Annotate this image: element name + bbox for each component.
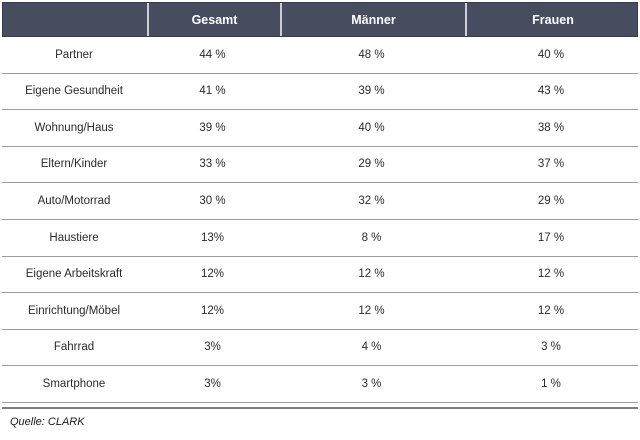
row-label: Einrichtung/Möbel (27, 304, 121, 317)
table-row: Haustiere 13% 8 % 17 % (2, 220, 638, 257)
row-label: Haustiere (49, 231, 99, 244)
source-caption: Quelle: CLARK (10, 415, 85, 428)
column-header-frauen: Frauen (465, 3, 639, 36)
cell-frauen: 3 % (541, 341, 561, 354)
row-label: Eltern/Kinder (40, 158, 108, 171)
cell-frauen: 40 % (537, 48, 565, 61)
table-row: Wohnung/Haus 39 % 40 % 38 % (2, 110, 638, 147)
cell-maenner: 8 % (361, 231, 382, 244)
cell-frauen: 29 % (537, 194, 565, 207)
table-row: Eltern/Kinder 33 % 29 % 37 % (2, 147, 638, 184)
cell-maenner: 48 % (358, 48, 385, 61)
table-row: Eigene Arbeitskraft 12% 12 % 12 % (2, 257, 638, 294)
cell-gesamt: 3% (204, 377, 221, 390)
table-bottom-rule (2, 406, 638, 409)
cell-maenner: 4 % (361, 341, 382, 354)
cell-gesamt: 30 % (199, 194, 226, 207)
table-row: Fahrrad 3% 4 % 3 % (2, 330, 638, 367)
column-header-maenner: Männer (280, 3, 465, 36)
cell-gesamt: 12% (200, 268, 225, 281)
cell-gesamt: 44 % (199, 48, 226, 61)
table-row: Einrichtung/Möbel 12% 12 % 12 % (2, 293, 638, 330)
cell-frauen: 38 % (537, 121, 565, 134)
table-body: Partner 44 % 48 % 40 % Eigene Gesundheit… (2, 37, 638, 403)
row-label: Eigene Gesundheit (25, 85, 123, 98)
cell-frauen: 43 % (537, 85, 565, 98)
cell-gesamt: 13% (200, 231, 225, 244)
cell-maenner: 12 % (358, 304, 385, 317)
cell-maenner: 29 % (358, 158, 385, 171)
cell-gesamt: 41 % (199, 85, 226, 98)
cell-frauen: 17 % (537, 231, 565, 244)
row-label: Smartphone (42, 377, 106, 390)
cell-frauen: 1 % (541, 377, 561, 390)
table-header-row: Gesamt Männer Frauen (2, 2, 638, 37)
cell-frauen: 12 % (537, 304, 565, 317)
table-row: Auto/Motorrad 30 % 32 % 29 % (2, 183, 638, 220)
cell-maenner: 40 % (358, 121, 385, 134)
row-label: Fahrrad (53, 341, 95, 354)
cell-maenner: 3 % (361, 377, 382, 390)
cell-maenner: 39 % (358, 85, 385, 98)
cell-gesamt: 33 % (199, 158, 226, 171)
cell-maenner: 32 % (358, 194, 385, 207)
cell-frauen: 37 % (537, 158, 565, 171)
cell-frauen: 12 % (537, 268, 565, 281)
row-label: Eigene Arbeitskraft (25, 268, 123, 281)
row-label: Auto/Motorrad (37, 194, 111, 207)
cell-gesamt: 39 % (199, 121, 226, 134)
table-row: Smartphone 3% 3 % 1 % (2, 366, 638, 403)
cell-gesamt: 3% (204, 341, 221, 354)
row-label: Partner (55, 48, 93, 61)
column-header-gesamt: Gesamt (147, 3, 280, 36)
column-header-empty (3, 3, 147, 36)
cell-gesamt: 12% (200, 304, 225, 317)
table-row: Partner 44 % 48 % 40 % (2, 37, 638, 74)
cell-maenner: 12 % (358, 268, 385, 281)
row-label: Wohnung/Haus (34, 121, 114, 134)
table-row: Eigene Gesundheit 41 % 39 % 43 % (2, 74, 638, 111)
